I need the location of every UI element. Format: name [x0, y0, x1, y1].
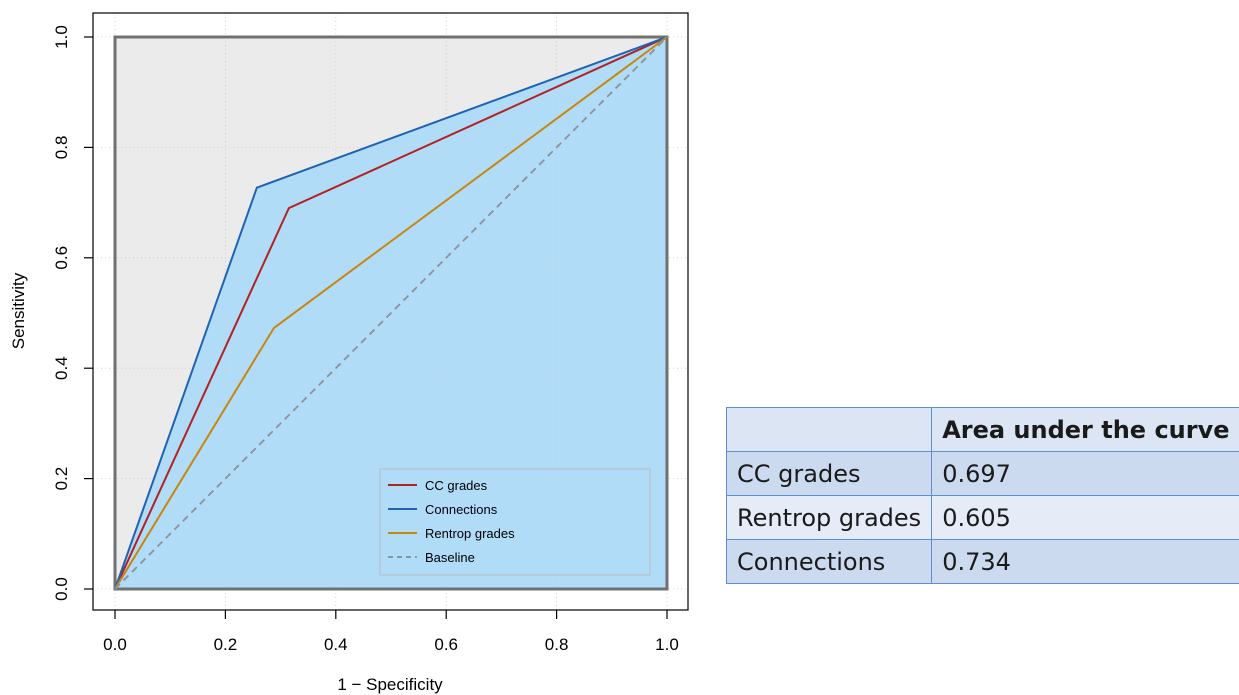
x-tick-label: 0.6: [434, 635, 458, 654]
x-tick-label: 0.4: [324, 635, 348, 654]
x-tick-label: 0.0: [103, 635, 127, 654]
x-tick-label: 0.8: [545, 635, 569, 654]
legend-box: [380, 469, 650, 575]
legend-label: CC grades: [425, 478, 488, 493]
table-header-auc: Area under the curve: [932, 408, 1239, 452]
y-tick-label: 1.0: [52, 25, 71, 49]
legend-label: Rentrop grades: [425, 526, 515, 541]
table-header-row: Area under the curve: [727, 408, 1239, 452]
y-tick-label: 0.2: [52, 467, 71, 491]
y-tick-label: 0.6: [52, 246, 71, 270]
table-row: Connections 0.734: [727, 540, 1239, 584]
y-axis-title: Sensitivity: [9, 272, 28, 349]
y-tick-label: 0.8: [52, 136, 71, 160]
table-row: CC grades 0.697: [727, 452, 1239, 496]
legend-label: Baseline: [425, 550, 475, 565]
table-cell-value: 0.697: [932, 452, 1239, 496]
x-axis-title: 1 − Specificity: [337, 675, 443, 694]
table-cell-name: Connections: [727, 540, 932, 584]
x-tick-label: 0.2: [214, 635, 238, 654]
roc-chart: 0.0 0.2 0.4 0.6 0.8 1.0 0.0 0.2 0.4 0.6 0.8 1.0 1 −…: [0, 0, 700, 695]
table-row: Rentrop grades 0.605: [727, 496, 1239, 540]
auc-table: Area under the curve CC grades 0.697 Ren…: [726, 407, 1239, 584]
table-header-corner: [727, 408, 932, 452]
x-tick-label: 1.0: [655, 635, 679, 654]
table-cell-name: CC grades: [727, 452, 932, 496]
y-tick-label: 0.0: [52, 577, 71, 601]
table-cell-name: Rentrop grades: [727, 496, 932, 540]
table-cell-value: 0.605: [932, 496, 1239, 540]
legend-label: Connections: [425, 502, 498, 517]
table-cell-value: 0.734: [932, 540, 1239, 584]
y-tick-label: 0.4: [52, 356, 71, 380]
legend: CC grades Connections Rentrop grades Baseli…: [380, 469, 650, 575]
